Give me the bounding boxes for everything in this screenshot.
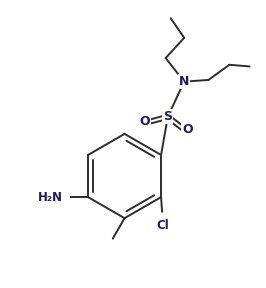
Text: O: O [140,115,150,128]
Text: O: O [182,124,193,137]
Text: Cl: Cl [156,219,169,232]
Text: N: N [179,75,189,88]
Text: S: S [163,110,172,123]
Text: H₂N: H₂N [38,191,63,204]
